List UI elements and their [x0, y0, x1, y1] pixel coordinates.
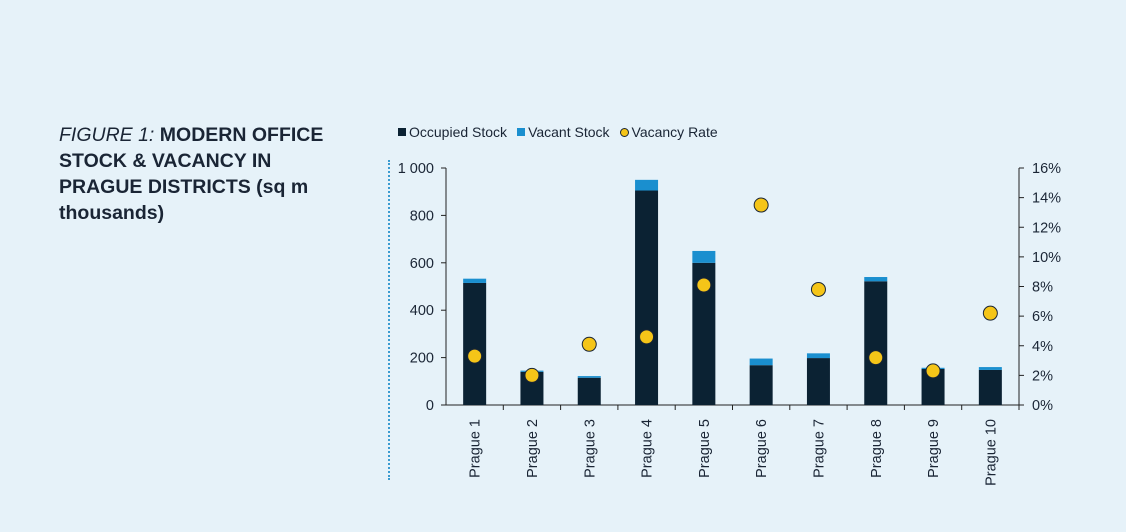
bar-vacant — [978, 367, 1002, 370]
y-tick-label-right: 12% — [1032, 220, 1061, 236]
legend-label-occupied: Occupied Stock — [409, 124, 508, 140]
figure-label: FIGURE 1: — [59, 124, 155, 146]
y-tick-label-left: 1 000 — [398, 161, 434, 177]
bar-occupied — [978, 369, 1002, 405]
bar-occupied — [577, 377, 601, 405]
y-tick-label-right: 8% — [1032, 280, 1053, 296]
bar-vacant — [806, 353, 830, 359]
bar-occupied — [864, 281, 888, 405]
point-vacancy-rate — [524, 367, 540, 383]
point-vacancy-rate — [639, 329, 655, 345]
point-vacancy-rate — [696, 277, 712, 293]
point-vacancy-rate — [925, 363, 941, 379]
y-tick-label-right: 0% — [1032, 398, 1053, 414]
legend-label-vacant: Vacant Stock — [528, 124, 610, 140]
point-vacancy-rate — [753, 197, 769, 213]
bar-occupied — [921, 368, 945, 405]
bar-occupied — [749, 365, 773, 405]
chart-legend: Occupied Stock Vacant Stock Vacancy Rate — [398, 124, 718, 140]
legend-item-vacant: Vacant Stock — [517, 124, 610, 140]
y-tick-label-right: 2% — [1032, 368, 1053, 384]
bar-vacant — [749, 358, 773, 366]
bar-vacant — [864, 277, 888, 282]
bar-occupied — [806, 358, 830, 405]
y-tick-label-right: 6% — [1032, 309, 1053, 325]
y-tick-label-right: 4% — [1032, 339, 1053, 355]
x-tick-label: Prague 8 — [869, 419, 885, 478]
y-tick-label-right: 14% — [1032, 191, 1061, 207]
point-vacancy-rate — [467, 348, 483, 364]
bar-occupied — [692, 262, 716, 405]
x-tick-label: Prague 2 — [525, 419, 541, 478]
bar-occupied — [463, 282, 487, 405]
legend-swatch-occupied — [398, 128, 406, 136]
y-tick-label-right: 10% — [1032, 250, 1061, 266]
x-tick-label: Prague 6 — [754, 419, 770, 478]
x-tick-label: Prague 5 — [697, 419, 713, 478]
bar-vacant — [692, 250, 716, 263]
x-tick-label: Prague 3 — [582, 419, 598, 478]
y-tick-label-left: 400 — [410, 303, 434, 319]
point-vacancy-rate — [581, 336, 597, 352]
bar-vacant — [577, 376, 601, 378]
figure-title: FIGURE 1: MODERN OFFICE STOCK & VACANCY … — [59, 122, 359, 226]
y-tick-label-left: 200 — [410, 351, 434, 367]
x-tick-label: Prague 7 — [811, 419, 827, 478]
point-vacancy-rate — [810, 281, 826, 297]
bar-vacant — [635, 179, 659, 191]
x-tick-label: Prague 4 — [640, 419, 656, 478]
bar-occupied — [635, 190, 659, 405]
legend-item-occupied: Occupied Stock — [398, 124, 507, 140]
legend-swatch-vacancy-rate — [619, 127, 629, 137]
figure-title-text: MODERN OFFICE STOCK & VACANCY IN PRAGUE … — [59, 124, 324, 224]
y-tick-label-right: 16% — [1032, 161, 1061, 177]
legend-swatch-vacant — [517, 128, 526, 136]
y-tick-label-left: 600 — [410, 256, 434, 272]
legend-item-vacancy-rate: Vacancy Rate — [619, 124, 718, 140]
dotted-divider — [388, 160, 390, 480]
x-tick-label: Prague 9 — [926, 419, 942, 478]
x-tick-label: Prague 1 — [468, 419, 484, 478]
point-vacancy-rate — [868, 350, 884, 366]
x-tick-label: Prague 10 — [983, 419, 999, 486]
y-tick-label-left: 0 — [426, 398, 434, 414]
y-tick-label-left: 800 — [410, 208, 434, 224]
bar-vacant — [463, 278, 487, 283]
point-vacancy-rate — [982, 305, 998, 321]
legend-label-vacancy-rate: Vacancy Rate — [631, 124, 718, 140]
